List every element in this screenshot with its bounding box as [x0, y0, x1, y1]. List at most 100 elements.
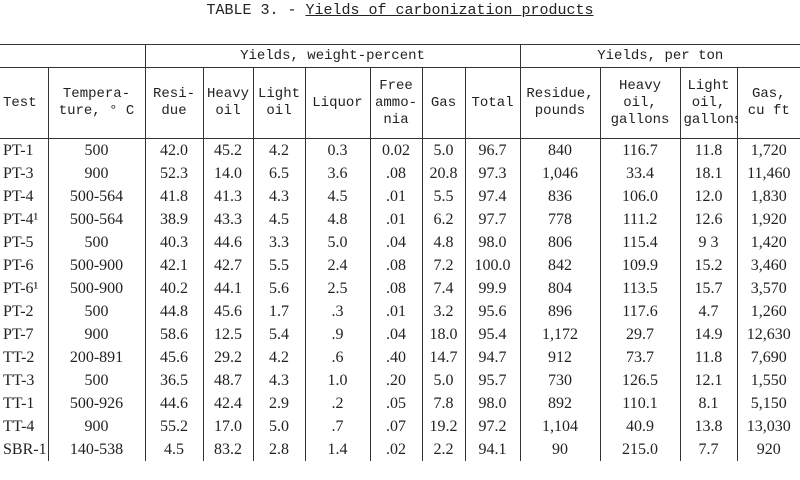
column-header: Total — [464, 67, 520, 139]
row: SBR-1 140-538 4.5 83.2 2.8 1.4.02 2.2 94.1 90 215… — [0, 438, 800, 461]
cell: PT-5 — [3, 233, 34, 251]
cell: .08 — [369, 277, 422, 300]
cell: 4.5 — [144, 438, 203, 461]
cell: 40.2 — [144, 277, 203, 300]
cell: 4.5 — [304, 185, 370, 208]
cell: 106.0 — [599, 185, 680, 208]
cell: 111.2 — [599, 208, 680, 231]
cell: 97.4 — [464, 185, 520, 208]
cell: 18.0 — [421, 323, 465, 346]
cell: 40.3 — [144, 231, 203, 254]
cell: 500-900 — [47, 254, 145, 277]
cell: 7,690 — [736, 346, 800, 369]
cell: 7.8 — [421, 392, 465, 415]
cell: 500 — [47, 138, 145, 162]
column-header: Gas — [421, 67, 465, 139]
cell: 14.9 — [679, 323, 737, 346]
cell: 14.0 — [202, 162, 253, 185]
title: TABLE 3. - Yields of carbonization produ… — [0, 2, 800, 19]
cell: 17.0 — [202, 415, 253, 438]
cell: 4.8 — [421, 231, 465, 254]
cell: 2.5 — [304, 277, 370, 300]
cell: 1,420 — [736, 231, 800, 254]
cell: PT-6¹ — [3, 279, 39, 297]
cell: 5.0 — [252, 415, 305, 438]
title-prefix: TABLE 3. - — [206, 2, 297, 19]
cell: 94.1 — [464, 438, 520, 461]
cell: 33.4 — [599, 162, 680, 185]
cell: 1.7 — [252, 300, 305, 323]
cell: 2.9 — [252, 392, 305, 415]
row: TT-4 900 55.2 17.0 5.0.7.07 19.2 97.2 1,104 40.9… — [0, 415, 800, 438]
cell: 5.0 — [304, 231, 370, 254]
group-header: Yields, weight-percent — [144, 44, 520, 68]
cell: .7 — [304, 415, 370, 438]
cell: .6 — [304, 346, 370, 369]
cell: 920 — [736, 438, 800, 461]
cell: 836 — [519, 185, 600, 208]
cell: 730 — [519, 369, 600, 392]
cell: 12.5 — [202, 323, 253, 346]
cell: 500-926 — [47, 392, 145, 415]
cell: TT-1 — [3, 394, 35, 412]
cell: 4.7 — [679, 300, 737, 323]
cell: 12.0 — [679, 185, 737, 208]
cell: 42.7 — [202, 254, 253, 277]
column-header: Liquor — [304, 67, 370, 139]
cell: .04 — [369, 323, 422, 346]
cell: 4.2 — [252, 138, 305, 162]
cell: 126.5 — [599, 369, 680, 392]
cell: 1,920 — [736, 208, 800, 231]
cell: 109.9 — [599, 254, 680, 277]
cell: 1,550 — [736, 369, 800, 392]
cell: 96.7 — [464, 138, 520, 162]
cell: 45.6 — [202, 300, 253, 323]
cell: 896 — [519, 300, 600, 323]
cell: 200-891 — [47, 346, 145, 369]
cell: .08 — [369, 162, 422, 185]
cell: 13.8 — [679, 415, 737, 438]
cell: 73.7 — [599, 346, 680, 369]
row: TT-3 500 36.5 48.7 4.3 1.0.20 5.0 95.7 730 126.5 1… — [0, 369, 800, 392]
cell: 500-564 — [47, 185, 145, 208]
cell: 4.8 — [304, 208, 370, 231]
cell: 1.4 — [304, 438, 370, 461]
cell: .40 — [369, 346, 422, 369]
cell: SBR-1 — [3, 440, 47, 458]
cell: 48.7 — [202, 369, 253, 392]
cell: 117.6 — [599, 300, 680, 323]
cell: 44.8 — [144, 300, 203, 323]
cell: 100.0 — [464, 254, 520, 277]
cell: 110.1 — [599, 392, 680, 415]
cell: 98.0 — [464, 231, 520, 254]
cell: 12.1 — [679, 369, 737, 392]
cell: 45.6 — [144, 346, 203, 369]
cell: 8.1 — [679, 392, 737, 415]
cell: .01 — [369, 185, 422, 208]
cell: 19.2 — [421, 415, 465, 438]
cell: 2.4 — [304, 254, 370, 277]
cell: 500-900 — [47, 277, 145, 300]
row: PT-7 900 58.6 12.5 5.4.9.04 18.0 95.4 1,172 29.7… — [0, 323, 800, 346]
cell: 215.0 — [599, 438, 680, 461]
cell: 4.3 — [252, 185, 305, 208]
cell: 95.6 — [464, 300, 520, 323]
cell: 95.4 — [464, 323, 520, 346]
title-text: Yields of carbonization products — [305, 2, 594, 19]
column-header: Test — [0, 67, 48, 139]
cell: 6.5 — [252, 162, 305, 185]
cell: 97.2 — [464, 415, 520, 438]
cell: .2 — [304, 392, 370, 415]
cell: PT-4¹ — [3, 210, 39, 228]
cell: 842 — [519, 254, 600, 277]
cell: 9 3 — [679, 231, 737, 254]
cell: 1,720 — [736, 138, 800, 162]
cell: 40.9 — [599, 415, 680, 438]
cell: TT-4 — [3, 417, 35, 435]
cell: 7.4 — [421, 277, 465, 300]
column-header: Heavy oil, gallons — [599, 67, 680, 139]
cell: 12,630 — [736, 323, 800, 346]
cell: 43.3 — [202, 208, 253, 231]
column-row: Test Tempera- ture, ° C Resi- due Heavy oil… — [0, 67, 800, 139]
